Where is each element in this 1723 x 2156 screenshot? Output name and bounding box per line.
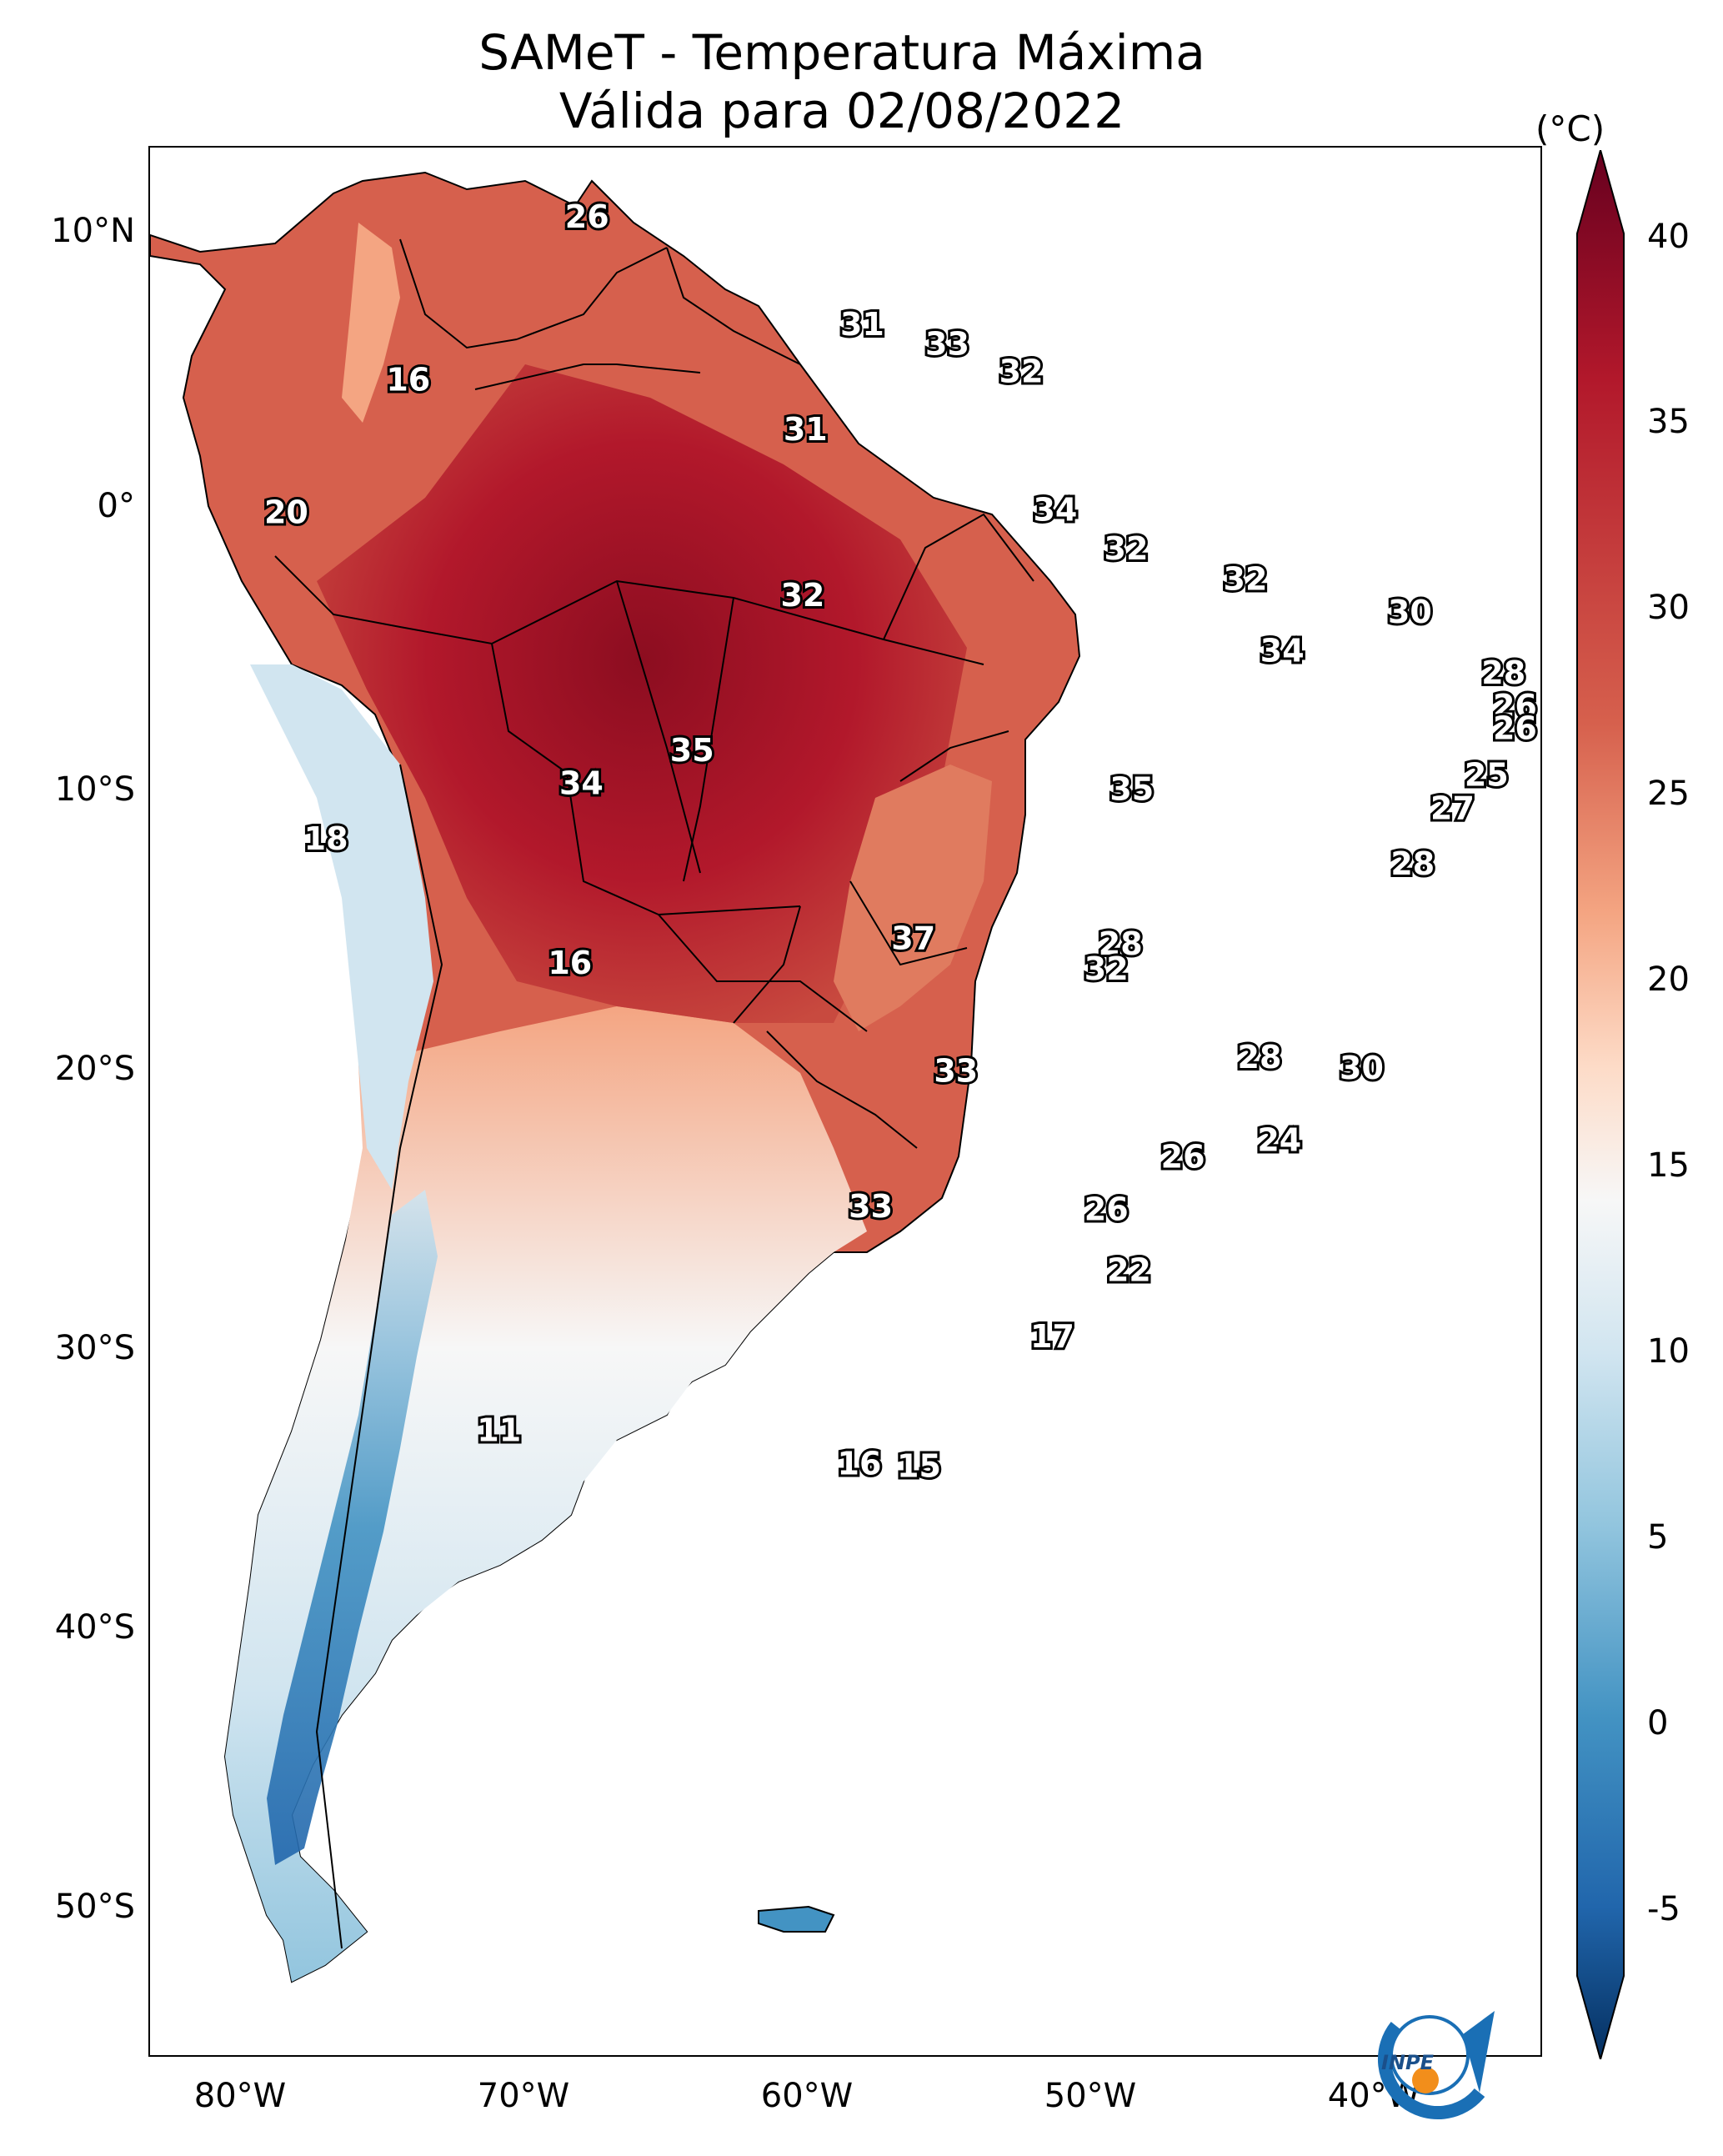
temperature-label: 22 — [1107, 1251, 1151, 1288]
lat-label-10n: 10°N — [51, 212, 135, 250]
lon-label-70w: 70°W — [477, 2077, 570, 2115]
temperature-label: 35 — [670, 732, 714, 769]
temperature-label: 11 — [477, 1412, 521, 1449]
lat-label-50s: 50°S — [54, 1888, 135, 1926]
colorbar-tick-5: 5 — [1647, 1518, 1669, 1557]
map-area[interactable]: 26 31 33 32 16 31 20 34 32 32 32 30 34 28 26 26 35 25 34 35… — [148, 146, 1542, 2057]
colorbar-tick-30: 30 — [1647, 589, 1690, 627]
lat-label-10s: 10°S — [54, 770, 135, 809]
colorbar-tick-40: 40 — [1647, 218, 1690, 256]
temperature-label: 33 — [925, 325, 969, 362]
lat-label-20s: 20°S — [54, 1050, 135, 1088]
temperature-label: 20 — [264, 494, 308, 531]
temperature-label: 26 — [1161, 1138, 1205, 1175]
lat-label-30s: 30°S — [54, 1329, 135, 1367]
temperature-label: 26 — [1084, 1191, 1129, 1227]
temperature-label: 32 — [1224, 560, 1268, 597]
colorbar-tick-15: 15 — [1647, 1146, 1690, 1185]
colorbar-tick-35: 35 — [1647, 403, 1690, 441]
lat-label-40s: 40°S — [54, 1608, 135, 1647]
temperature-label: 25 — [1465, 757, 1509, 794]
temperature-label: 34 — [1260, 633, 1305, 669]
temperature-label: 28 — [1238, 1039, 1282, 1075]
temperature-label: 26 — [1493, 709, 1537, 746]
temperature-label: 31 — [840, 306, 884, 343]
temperature-label: 16 — [548, 945, 592, 981]
lat-label-0: 0° — [97, 487, 135, 525]
temperature-label: 32 — [1084, 950, 1129, 987]
country-borders — [274, 238, 1034, 1949]
temperature-label: 28 — [1481, 654, 1525, 691]
temperature-label: 35 — [1109, 770, 1154, 807]
temperature-label: 32 — [1104, 530, 1149, 567]
temperature-label: 33 — [849, 1188, 893, 1225]
colorbar-tick-0: 0 — [1647, 1704, 1669, 1742]
southeast-warm-region — [834, 765, 992, 1031]
map-title: SAMeT - Temperatura Máxima — [478, 24, 1205, 81]
temperature-label: 34 — [559, 765, 604, 802]
temperature-label: 24 — [1257, 1121, 1301, 1158]
temperature-label: 32 — [780, 577, 824, 614]
inpe-logo-text: INPE — [1381, 2051, 1435, 2074]
colorbar-unit: (°C) — [1535, 108, 1605, 149]
temperature-label: 37 — [891, 920, 935, 956]
temperature-label: 34 — [1033, 491, 1077, 528]
temperature-label: 30 — [1388, 594, 1432, 630]
colorbar-gradient — [1576, 150, 1625, 2059]
lon-label-80w: 80°W — [193, 2077, 287, 2115]
temperature-label: 28 — [1390, 845, 1435, 882]
colorbar-tick-20: 20 — [1647, 960, 1690, 999]
temperature-label: 31 — [784, 411, 828, 448]
temperature-label: 18 — [304, 820, 348, 857]
temperature-label: 17 — [1030, 1318, 1074, 1355]
inpe-logo: INPE — [1378, 2011, 1495, 2120]
temperature-label: 32 — [999, 353, 1044, 390]
hot-core-region — [317, 364, 967, 1023]
falkland-islands — [758, 1905, 835, 1933]
temperature-label: 26 — [565, 198, 609, 235]
colombia-andes-cool — [342, 223, 400, 423]
colorbar-tick-25: 25 — [1647, 775, 1690, 813]
temperature-label: 16 — [386, 362, 430, 399]
colorbar-tick-10: 10 — [1647, 1332, 1690, 1371]
colorbar-tick-minus5: -5 — [1647, 1890, 1680, 1928]
temperature-label: 26 — [1493, 688, 1537, 725]
lon-label-50w: 50°W — [1044, 2077, 1137, 2115]
temperature-label: 16 — [838, 1445, 882, 1482]
andes-cold-strip — [267, 1190, 438, 1865]
temperature-label: 15 — [897, 1448, 941, 1485]
temperature-label: 27 — [1430, 790, 1475, 827]
temperature-label: 33 — [934, 1053, 978, 1090]
temperature-label: 30 — [1340, 1050, 1384, 1086]
lon-label-60w: 60°W — [760, 2077, 854, 2115]
southern-cool-region — [225, 1006, 867, 1982]
temperature-label: 28 — [1099, 925, 1143, 962]
altiplano-cool-region — [250, 664, 433, 1190]
map-subtitle: Válida para 02/08/2022 — [558, 83, 1125, 139]
colorbar — [1576, 150, 1625, 2059]
